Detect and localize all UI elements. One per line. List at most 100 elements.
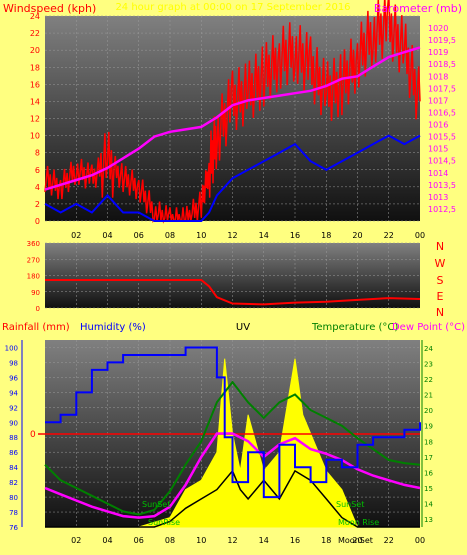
temperature-tick-label: 21	[424, 392, 433, 400]
x-tick-label: 02	[71, 536, 81, 545]
barometer-tick-label: 1019,5	[428, 36, 456, 45]
temperature-tick-label: 16	[424, 469, 433, 477]
direction-tick-label: 180	[27, 273, 40, 281]
wind-tick-label: 22	[30, 29, 40, 38]
x-tick-label: 16	[290, 536, 300, 545]
x-tick-label: 18	[321, 536, 331, 545]
wind-tick-label: 8	[35, 149, 40, 158]
wind-tick-label: 16	[30, 80, 40, 89]
temperature-tick-label: 13	[424, 516, 433, 524]
moonrise-label: Moon Rise	[338, 518, 379, 527]
temperature-tick-label: 20	[424, 407, 433, 415]
wind-tick-label: 12	[30, 115, 40, 124]
x-tick-label: 22	[384, 231, 394, 240]
barometer-tick-label: 1019	[428, 48, 448, 57]
barometer-tick-label: 1018,5	[428, 60, 456, 69]
x-tick-label: 08	[165, 231, 175, 240]
temperature-tick-label: 14	[424, 501, 433, 509]
barometer-tick-label: 1014,5	[428, 157, 456, 166]
x-tick-label: 14	[259, 231, 269, 240]
humidity-tick-label: 76	[9, 524, 18, 532]
barometer-tick-label: 1014	[428, 169, 448, 178]
wind-tick-label: 18	[30, 63, 40, 72]
barometer-tick-label: 1013,5	[428, 181, 456, 190]
sunset-right-label: SunSet	[336, 500, 364, 509]
humidity-tick-label: 88	[9, 434, 18, 442]
compass-n-top: N	[436, 240, 444, 253]
solar-line	[45, 469, 420, 528]
wind-gust-line	[44, 0, 421, 224]
windspeed-axis-title: Windspeed (kph)	[3, 2, 96, 15]
x-tick-label: 10	[196, 231, 206, 240]
barometer-tick-label: 1015	[428, 145, 448, 154]
wind-avg-line	[44, 134, 421, 222]
humidity-tick-label: 86	[9, 449, 18, 457]
barometer-line	[44, 46, 421, 191]
barometer-tick-label: 1016,5	[428, 108, 456, 117]
x-tick-label: 04	[102, 536, 112, 545]
direction-tick-label: 0	[36, 305, 40, 313]
barometer-tick-label: 1012,5	[428, 205, 456, 214]
sunrise-label: SunRise	[148, 518, 180, 527]
barometer-tick-label: 1016	[428, 121, 448, 130]
x-tick-label: 12	[227, 536, 237, 545]
rainfall-axis-title: Rainfall (mm)	[2, 322, 70, 333]
humidity-tick-label: 94	[9, 389, 18, 397]
wind-tick-label: 14	[30, 97, 40, 106]
direction-tick-label: 270	[27, 256, 40, 264]
wind-tick-label: 10	[30, 132, 40, 141]
humidity-tick-label: 98	[9, 359, 18, 367]
direction-tick-label: 90	[31, 289, 40, 297]
x-tick-label: 02	[71, 231, 81, 240]
sunset-left-label: SunSet	[142, 500, 170, 509]
x-tick-label: 06	[134, 536, 144, 545]
dewpoint-axis-title: Dew Point (°C)	[392, 322, 465, 333]
temperature-tick-label: 22	[424, 376, 433, 384]
compass-e: E	[437, 290, 444, 303]
wind-tick-label: 24	[30, 12, 40, 21]
x-tick-label: 00	[415, 536, 425, 545]
temperature-tick-label: 23	[424, 360, 433, 368]
x-tick-label: 00	[415, 231, 425, 240]
barometer-tick-label: 1013	[428, 193, 448, 202]
x-tick-label: 22	[384, 536, 394, 545]
x-tick-label: 10	[196, 536, 206, 545]
barometer-tick-label: 1017,5	[428, 84, 456, 93]
barometer-tick-label: 1018	[428, 72, 448, 81]
barometer-tick-label: 1017	[428, 96, 448, 105]
humidity-axis-title: Humidity (%)	[80, 322, 146, 333]
humidity-tick-label: 90	[9, 419, 18, 427]
temperature-tick-label: 24	[424, 345, 433, 353]
humidity-tick-label: 84	[9, 464, 18, 472]
compass-s: S	[437, 274, 444, 287]
x-tick-label: 20	[352, 536, 362, 545]
dewpoint-line	[44, 432, 421, 519]
humidity-tick-label: 100	[5, 344, 18, 352]
wind-tick-label: 2	[35, 200, 40, 209]
wind-tick-label: 0	[35, 217, 40, 226]
temperature-line	[44, 380, 421, 516]
humidity-tick-label: 96	[9, 374, 18, 382]
rain-zero-label: 0	[30, 430, 36, 440]
x-tick-label: 16	[290, 231, 300, 240]
wind-direction-line	[45, 279, 421, 306]
barometer-tick-label: 1015,5	[428, 133, 456, 142]
humidity-line	[45, 346, 421, 499]
compass-n-bottom: N	[436, 306, 444, 319]
x-tick-label: 20	[352, 231, 362, 240]
moonset-label: MoonSet	[338, 536, 373, 545]
humidity-tick-label: 82	[9, 479, 18, 487]
graph-title: 24 hour graph at 00:00 on 17 September 2…	[115, 2, 350, 13]
humidity-tick-label: 78	[9, 509, 18, 517]
wind-tick-label: 6	[35, 166, 40, 175]
x-tick-label: 08	[165, 536, 175, 545]
temperature-tick-label: 15	[424, 485, 433, 493]
temperature-axis-title: Temperature (°C)	[311, 322, 398, 333]
humidity-tick-label: 92	[9, 404, 18, 412]
barometer-axis-title: Barometer (mb)	[374, 2, 462, 15]
x-tick-label: 06	[134, 231, 144, 240]
x-tick-label: 04	[102, 231, 112, 240]
uv-axis-title: UV	[236, 322, 250, 333]
